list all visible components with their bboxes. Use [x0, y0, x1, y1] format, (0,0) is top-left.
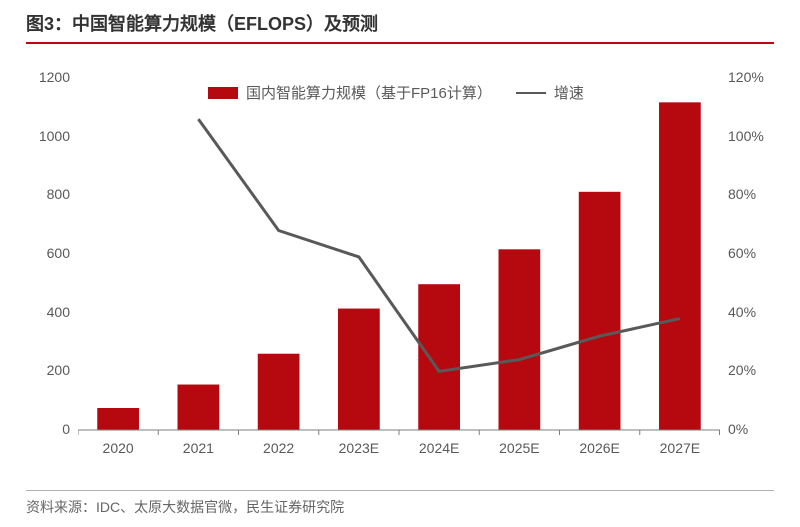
bar [418, 284, 460, 430]
bar [659, 102, 701, 430]
bar [499, 249, 541, 430]
axis-tick-label: 2025E [479, 440, 559, 456]
title-bar: 图3：中国智能算力规模（EFLOPS）及预测 [26, 10, 774, 44]
axis-tick-label: 2021 [158, 440, 238, 456]
axis-tick-label: 60% [728, 245, 756, 261]
axis-tick-label: 20% [728, 362, 756, 378]
chart-title: 图3：中国智能算力规模（EFLOPS）及预测 [26, 10, 774, 42]
plot-svg [78, 78, 720, 437]
axis-tick-label: 40% [728, 304, 756, 320]
bar [97, 408, 139, 430]
axis-tick-label: 2023E [319, 440, 399, 456]
axis-tick-label: 600 [47, 245, 70, 261]
bar [258, 354, 300, 430]
axis-tick-label: 2024E [399, 440, 479, 456]
axis-tick-label: 400 [47, 304, 70, 320]
axis-tick-label: 2022 [239, 440, 319, 456]
axis-tick-label: 80% [728, 186, 756, 202]
footer: 资料来源：IDC、太原大数据官微，民生证券研究院 [26, 490, 774, 517]
footer-source: 资料来源：IDC、太原大数据官微，民生证券研究院 [26, 497, 774, 517]
axis-tick-label: 200 [47, 362, 70, 378]
axis-tick-label: 0% [728, 421, 748, 437]
axis-tick-label: 2027E [640, 440, 720, 456]
bar [338, 309, 380, 430]
axis-tick-label: 0 [62, 421, 70, 437]
bar [178, 385, 220, 430]
axis-tick-label: 800 [47, 186, 70, 202]
axis-tick-label: 2020 [78, 440, 158, 456]
bar [579, 192, 621, 430]
footer-divider [26, 490, 774, 491]
axis-tick-label: 2026E [560, 440, 640, 456]
axis-tick-label: 1000 [39, 128, 70, 144]
axis-tick-label: 100% [728, 128, 764, 144]
figure-container: 图3：中国智能算力规模（EFLOPS）及预测 国内智能算力规模（基于FP16计算… [0, 0, 800, 527]
axis-tick-label: 1200 [39, 69, 70, 85]
axis-tick-label: 120% [728, 69, 764, 85]
